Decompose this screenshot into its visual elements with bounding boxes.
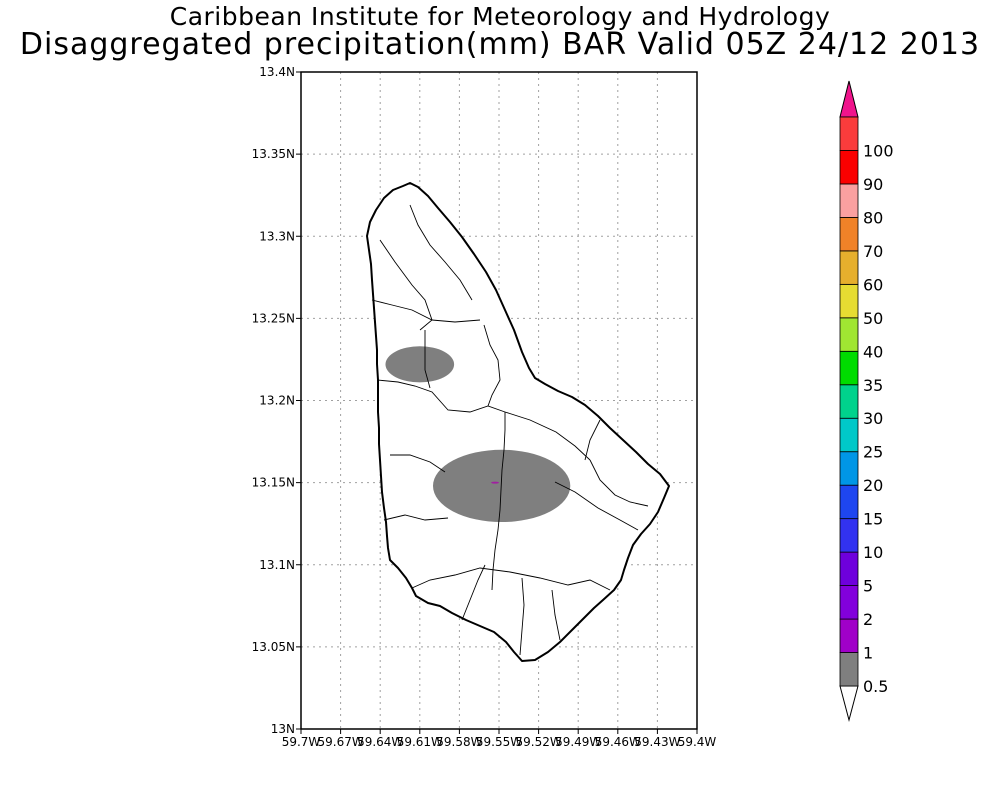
map-subtitle: Disaggregated precipitation(mm) BAR Vali… (19, 27, 981, 62)
colorbar-label: 25 (863, 443, 883, 462)
lat-tick-label: 13.25N (252, 311, 295, 325)
colorbar-swatch (839, 484, 859, 520)
map-title: Caribbean Institute for Meteorology and … (169, 2, 831, 31)
barbados-island (366, 182, 670, 662)
lon-tick-label: 59.58W (436, 735, 482, 749)
lon-tick-label: 59.67W (317, 735, 363, 749)
watershed-line (491, 412, 506, 591)
colorbar-swatch (839, 350, 859, 386)
colorbar-swatch (839, 384, 859, 419)
lon-tick-label: 59.52W (515, 735, 561, 749)
colorbar-label: 20 (863, 476, 883, 495)
colorbar-swatch (839, 652, 859, 687)
colorbar-swatch (839, 585, 859, 620)
longitude-axis-labels: 59.7W59.67W59.64W59.61W59.58W59.55W59.52… (282, 729, 717, 749)
colorbar-swatch (839, 250, 859, 285)
watershed-line (390, 454, 446, 473)
lon-tick-label: 59.4W (678, 735, 717, 749)
colorbar-label: 35 (863, 376, 883, 395)
watershed-line (379, 239, 433, 331)
watershed-line (483, 324, 501, 407)
colorbar-arrow-low (839, 685, 859, 722)
watershed-line (519, 577, 525, 656)
watershed-line (589, 459, 649, 507)
latitude-axis-labels: 13N 13.05N 13.1N 13.15N 13.2N 13.25N 13.3N 13.3… (252, 65, 301, 736)
colorbar-label: 50 (863, 309, 883, 328)
colorbar-label: 80 (863, 208, 883, 227)
lon-tick-label: 59.46W (595, 735, 641, 749)
lon-tick-label: 59.7W (282, 735, 321, 749)
precip-area (385, 346, 455, 383)
lat-tick-label: 13.05N (252, 640, 295, 654)
lon-tick-label: 59.64W (357, 735, 403, 749)
watershed-line (371, 299, 481, 323)
lat-tick-label: 13.35N (252, 147, 295, 161)
watershed-line (411, 567, 611, 591)
colorbar-swatch (839, 451, 859, 486)
colorbar-label: 15 (863, 510, 883, 529)
colorbar-swatch (839, 116, 859, 151)
colorbar-label: 5 (863, 577, 873, 596)
colorbar-label: 1 (863, 644, 873, 663)
colorbar-label: 70 (863, 242, 883, 261)
colorbar-label: 30 (863, 409, 883, 428)
watershed-line (554, 481, 639, 531)
watershed-line (461, 564, 486, 621)
lon-tick-label: 59.61W (397, 735, 443, 749)
lat-tick-label: 13N (271, 722, 295, 736)
lat-tick-label: 13.15N (252, 476, 295, 490)
colorbar-arrow-high (839, 80, 859, 118)
colorbar-swatch (839, 551, 859, 586)
colorbar-swatch (839, 618, 859, 653)
colorbar-label: 90 (863, 175, 883, 194)
watershed-line (383, 514, 449, 521)
watershed-line (376, 379, 506, 413)
colorbar-swatch (839, 518, 859, 553)
colorbar-swatch (839, 317, 859, 352)
watershed-line (584, 419, 601, 461)
colorbar-swatch (839, 150, 859, 185)
colorbar-swatch (839, 217, 859, 252)
colorbar-swatch (839, 183, 859, 218)
watershed-line (504, 411, 591, 461)
watershed-line (551, 589, 561, 641)
lat-tick-label: 13.2N (259, 394, 295, 408)
colorbar-label: 2 (863, 610, 873, 629)
lat-tick-label: 13.3N (259, 229, 295, 243)
colorbar-label: 40 (863, 342, 883, 361)
colorbar-label: 60 (863, 275, 883, 294)
lat-tick-label: 13.4N (259, 65, 295, 79)
colorbar-swatch (839, 417, 859, 453)
lon-tick-label: 59.43W (634, 735, 680, 749)
watershed-boundaries (371, 204, 649, 656)
watershed-line (409, 204, 473, 301)
colorbar-swatch (839, 283, 859, 319)
colorbar-label: 0.5 (863, 677, 888, 696)
colorbar-label: 100 (863, 141, 894, 160)
lon-tick-label: 59.49W (555, 735, 601, 749)
colorbar-label: 10 (863, 543, 883, 562)
lon-tick-label: 59.55W (476, 735, 522, 749)
watershed-line (424, 330, 431, 389)
lat-tick-label: 13.1N (259, 558, 295, 572)
precip-area (491, 481, 500, 484)
